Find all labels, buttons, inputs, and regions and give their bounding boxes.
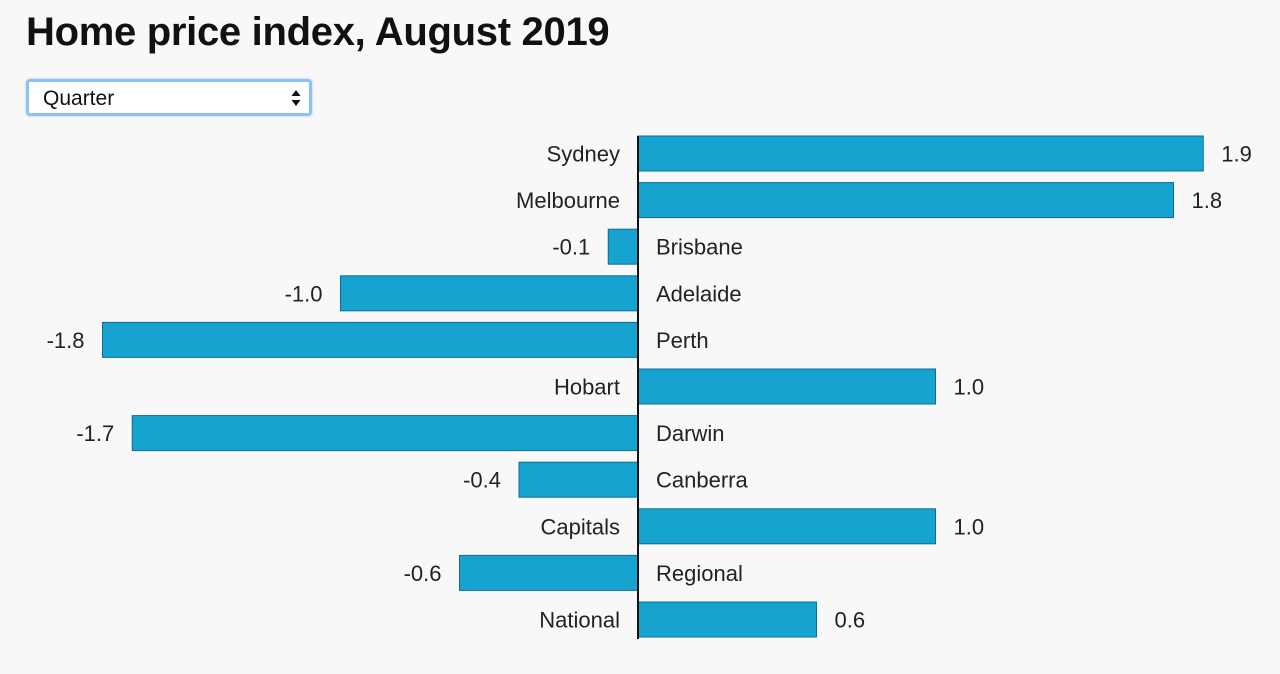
value-label-regional: -0.6 [404,561,442,586]
labels-layer: Sydney 1.9 Melbourne 1.8 Brisbane -0.1 Adelaid… [47,142,1252,633]
value-label-canberra: -0.4 [463,468,501,493]
category-label-sydney: Sydney [547,142,620,167]
bar-melbourne [637,182,1174,219]
value-label-perth: -1.8 [47,328,85,353]
category-label-national: National [539,608,620,633]
bar-capitals [637,508,936,545]
bar-brisbane [607,228,639,265]
bar-adelaide [340,275,639,312]
category-label-adelaide: Adelaide [656,281,742,306]
bar-perth [102,321,639,358]
value-label-darwin: -1.7 [76,421,114,446]
category-label-regional: Regional [656,561,743,586]
bar-hobart [637,368,936,405]
category-label-brisbane: Brisbane [656,235,743,260]
category-label-melbourne: Melbourne [516,188,620,213]
value-label-brisbane: -0.1 [552,235,590,260]
bar-sydney [637,135,1204,172]
page-title: Home price index, August 2019 [26,10,610,54]
bar-darwin [131,415,639,452]
period-select[interactable]: Quarter [26,79,312,116]
value-label-adelaide: -1.0 [285,281,323,306]
category-label-capitals: Capitals [541,514,620,539]
period-select-value: Quarter [43,87,115,110]
category-label-canberra: Canberra [656,468,748,493]
value-label-melbourne: 1.8 [1192,188,1223,213]
value-label-capitals: 1.0 [954,514,985,539]
bar-national [637,601,817,638]
bars-layer [102,135,1204,638]
value-label-national: 0.6 [835,608,866,633]
select-arrows-icon [291,90,301,106]
bar-canberra [518,461,639,498]
value-label-hobart: 1.0 [954,375,985,400]
category-label-darwin: Darwin [656,421,724,446]
category-label-hobart: Hobart [554,375,620,400]
value-label-sydney: 1.9 [1221,142,1252,167]
bar-regional [459,554,639,591]
category-label-perth: Perth [656,328,709,353]
